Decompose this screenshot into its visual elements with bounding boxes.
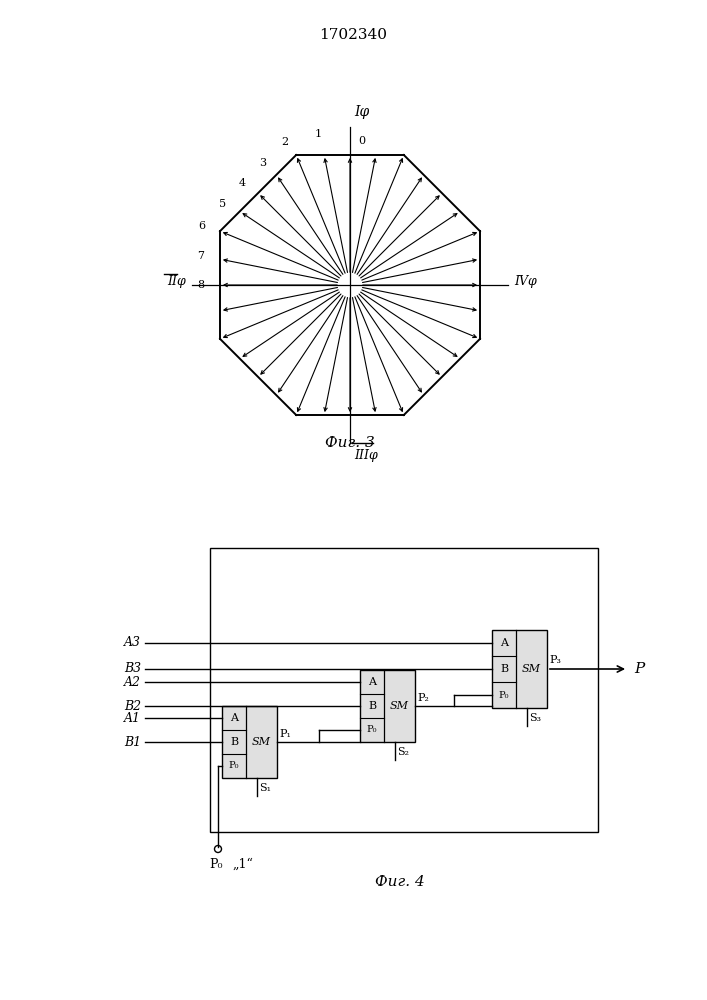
Text: A: A [368,677,376,687]
Text: P₂: P₂ [417,693,429,703]
Text: S₁: S₁ [259,783,271,793]
Text: A3: A3 [124,637,141,650]
Text: „1“: „1“ [232,858,253,871]
Text: B3: B3 [124,662,141,676]
Text: IIIφ: IIIφ [354,449,378,462]
Text: B: B [500,664,508,674]
Bar [210,548,598,832]
Text: S₃: S₃ [529,713,541,723]
Text: P₁: P₁ [279,729,291,739]
Text: P₀: P₀ [499,690,509,700]
Text: A2: A2 [124,676,141,688]
Bar [360,670,415,742]
Text: 1: 1 [315,129,322,139]
Text: SM: SM [390,701,409,711]
Text: 1702340: 1702340 [319,28,387,42]
Text: A1: A1 [124,712,141,724]
Text: Iφ: Iφ [354,105,369,119]
Text: 8: 8 [197,280,204,290]
Text: 5: 5 [219,199,226,209]
Text: 0: 0 [358,136,365,146]
Text: 3: 3 [259,158,267,168]
Bar [492,630,547,708]
Text: IIφ: IIφ [168,275,186,288]
Text: Фиг. 3: Фиг. 3 [325,436,375,450]
Text: IVφ: IVφ [514,275,537,288]
Text: SM: SM [252,737,271,747]
Text: Фиг. 4: Фиг. 4 [375,875,425,889]
Text: B: B [230,737,238,747]
Text: 4: 4 [239,178,246,188]
Text: S₂: S₂ [397,747,409,757]
Text: B1: B1 [124,736,141,748]
Text: P₀: P₀ [209,858,223,871]
Text: A: A [500,638,508,648]
Text: B2: B2 [124,700,141,712]
Text: P₀: P₀ [229,762,240,770]
Text: B: B [368,701,376,711]
Text: P₃: P₃ [549,655,561,665]
Text: P₀: P₀ [367,726,378,734]
Bar [222,706,277,778]
Text: 2: 2 [281,137,288,147]
Text: P: P [634,662,644,676]
Text: A: A [230,713,238,723]
Text: 7: 7 [197,251,204,261]
Text: SM: SM [522,664,541,674]
Text: 6: 6 [198,221,205,231]
